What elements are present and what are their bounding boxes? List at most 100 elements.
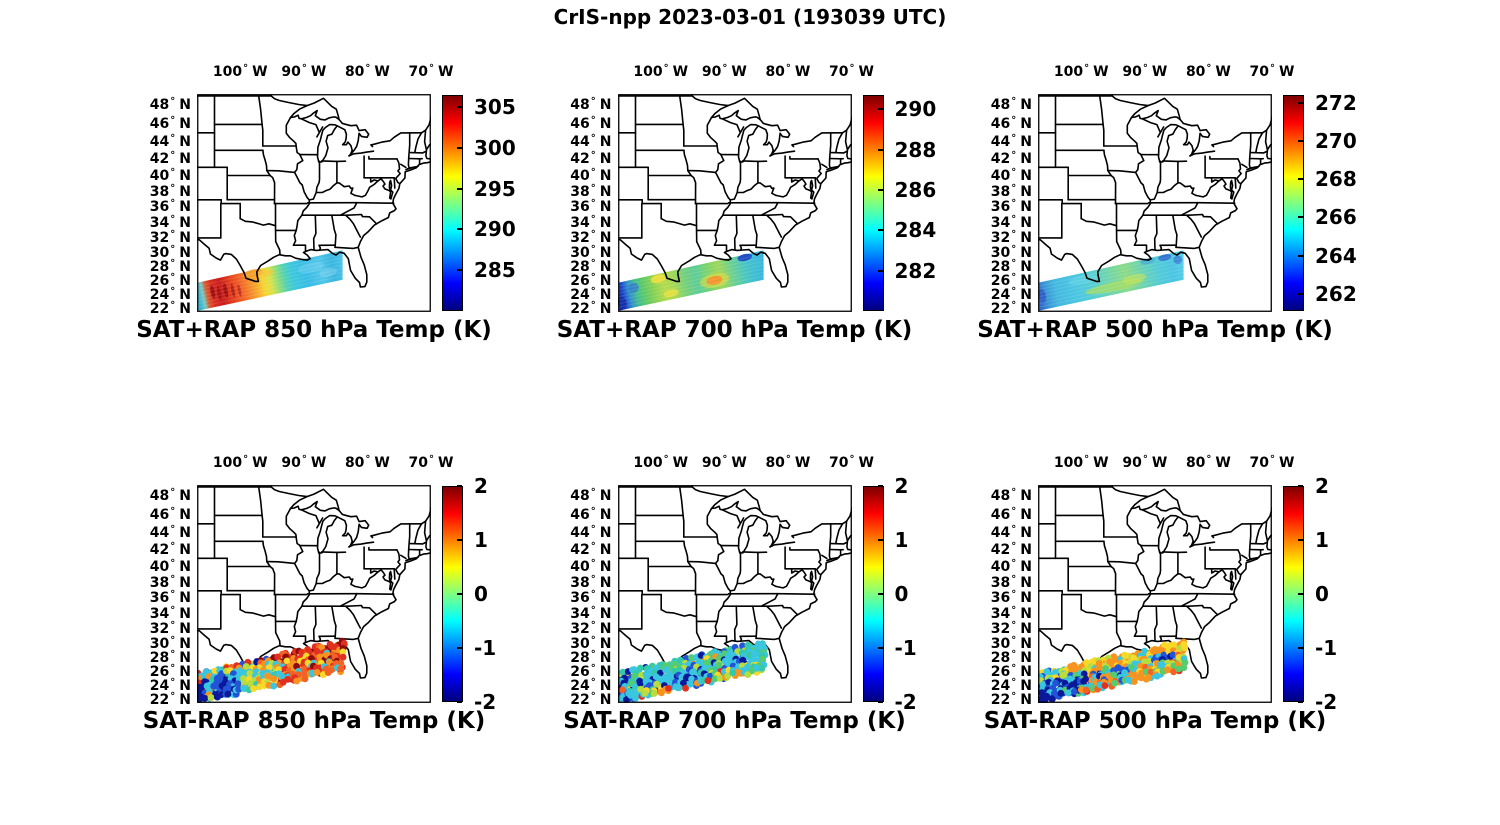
degree-symbol: ° [722, 454, 728, 465]
degree-symbol: ° [1011, 690, 1017, 702]
panel-sat-minus-rap-700: SAT-RAP 700 hPa Temp (K) 100° W 90° W 80° W 70… [548, 443, 950, 743]
colorbar-tick-label: 268 [1315, 167, 1357, 192]
colorbar-tick [457, 539, 462, 541]
lat-tick-label: 42° N [990, 149, 1032, 167]
degree-symbol: ° [590, 487, 596, 499]
degree-symbol: ° [170, 149, 176, 161]
degree-symbol: ° [1011, 114, 1017, 126]
lat-tick-label: 38° N [149, 573, 191, 591]
colorbar-tick-label: 285 [474, 258, 516, 283]
degree-symbol: ° [590, 604, 596, 616]
degree-symbol: ° [1011, 505, 1017, 517]
lat-tick-label: 30° N [149, 634, 191, 652]
degree-symbol: ° [590, 257, 596, 269]
lon-tick-label: 90° W [701, 454, 747, 471]
degree-symbol: ° [1011, 272, 1017, 284]
degree-symbol: ° [590, 228, 596, 240]
colorbar-tick-label: -2 [1315, 690, 1338, 714]
lat-tick-label: 22° N [570, 299, 612, 317]
degree-symbol: ° [1011, 589, 1017, 601]
colorbar-tick-label: 272 [1315, 90, 1357, 115]
lat-tick-label: 34° N [570, 604, 612, 622]
lat-tick-label: 36° N [990, 589, 1032, 607]
map-frame [197, 485, 431, 703]
degree-symbol: ° [590, 213, 596, 225]
degree-symbol: ° [170, 487, 176, 499]
lon-tick-label: 100° W [633, 454, 689, 471]
degree-symbol: ° [170, 589, 176, 601]
degree-symbol: ° [590, 299, 596, 311]
degree-symbol: ° [590, 690, 596, 702]
lon-tick-label: 80° W [344, 63, 390, 80]
colorbar-tick [1298, 216, 1303, 219]
degree-symbol: ° [1011, 557, 1017, 569]
map-frame [1038, 94, 1272, 312]
lat-tick-label: 36° N [570, 589, 612, 607]
lat-tick-label: 38° N [570, 182, 612, 200]
lat-tick-label: 44° N [990, 523, 1032, 541]
lat-tick-label: 46° N [570, 114, 612, 132]
degree-symbol: ° [170, 166, 176, 178]
degree-symbol: ° [1011, 676, 1017, 688]
lat-tick-label: 22° N [990, 690, 1032, 708]
lat-tick-label: 44° N [990, 132, 1032, 150]
degree-symbol: ° [243, 454, 249, 465]
lat-tick-label: 34° N [570, 213, 612, 231]
map-canvas [617, 94, 852, 312]
lat-tick-label: 42° N [990, 540, 1032, 558]
degree-symbol: ° [170, 557, 176, 569]
lat-tick-label: 34° N [990, 604, 1032, 622]
colorbar-tick [1298, 292, 1303, 295]
difference-scatter-dots [617, 640, 768, 703]
colorbar-tick [457, 701, 462, 703]
degree-symbol: ° [590, 132, 596, 144]
lon-tick-label: 90° W [281, 63, 327, 80]
degree-symbol: ° [590, 198, 596, 210]
degree-symbol: ° [1011, 285, 1017, 297]
colorbar-tick [877, 188, 883, 191]
degree-symbol: ° [170, 505, 176, 517]
lat-tick-label: 46° N [570, 505, 612, 523]
colorbar-tick [1298, 254, 1303, 257]
degree-symbol: ° [590, 634, 596, 646]
colorbar-tick [1298, 485, 1303, 487]
lon-tick-label: 90° W [1122, 63, 1168, 80]
lat-tick-label: 32° N [149, 228, 191, 246]
map-frame [617, 94, 852, 312]
lat-tick-label: 26° N [149, 272, 191, 290]
lon-tick-label: 70° W [829, 454, 874, 471]
lon-tick-label: 70° W [1249, 454, 1295, 471]
degree-symbol: ° [1270, 454, 1276, 465]
lat-tick-label: 40° N [990, 557, 1032, 575]
lat-tick-label: 26° N [990, 663, 1032, 681]
degree-symbol: ° [170, 285, 176, 297]
lat-tick-label: 24° N [149, 285, 191, 303]
lat-tick-label: 44° N [149, 132, 191, 150]
degree-symbol: ° [301, 454, 307, 465]
colorbar-tick-label: -2 [474, 690, 497, 714]
lat-tick-label: 48° N [990, 96, 1032, 114]
degree-symbol: ° [170, 604, 176, 616]
degree-symbol: ° [170, 663, 176, 675]
degree-symbol: ° [590, 272, 596, 284]
lat-tick-label: 38° N [990, 182, 1032, 200]
colorbar-tick-label: 290 [474, 217, 516, 242]
degree-symbol: ° [590, 573, 596, 585]
panel-title: SAT-RAP 500 hPa Temp (K) [983, 708, 1327, 734]
degree-symbol: ° [1011, 228, 1017, 240]
colorbar-tick-label: 266 [1315, 205, 1357, 230]
lat-tick-label: 22° N [570, 690, 612, 708]
degree-symbol: ° [663, 454, 669, 465]
degree-symbol: ° [590, 648, 596, 660]
degree-symbol: ° [1011, 132, 1017, 144]
lon-tick-label: 80° W [1185, 63, 1231, 80]
degree-symbol: ° [243, 63, 249, 74]
degree-symbol: ° [1011, 663, 1017, 675]
panel-title: SAT+RAP 700 hPa Temp (K) [556, 317, 913, 343]
colorbar-tick-label: 305 [474, 95, 516, 120]
lat-tick-label: 22° N [149, 299, 191, 317]
map-canvas [617, 485, 852, 703]
degree-symbol: ° [170, 114, 176, 126]
lat-tick-label: 36° N [570, 198, 612, 216]
colorbar-tick-label: 282 [894, 258, 937, 283]
